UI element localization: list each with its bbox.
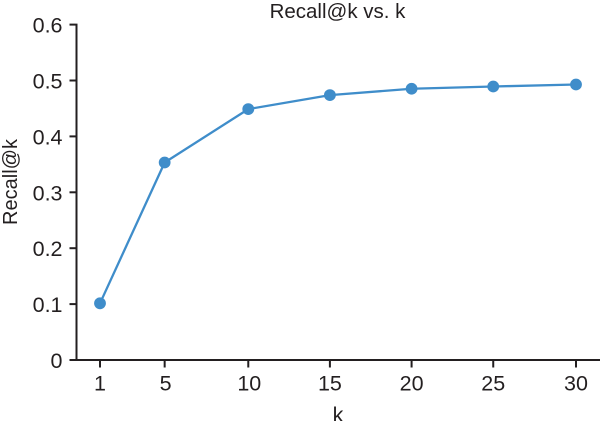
svg-text:25: 25 — [481, 371, 505, 395]
svg-text:15: 15 — [318, 371, 342, 395]
svg-text:20: 20 — [400, 371, 424, 395]
svg-text:30: 30 — [564, 371, 588, 395]
svg-text:0.2: 0.2 — [33, 237, 63, 261]
svg-text:0.4: 0.4 — [33, 125, 63, 149]
svg-text:0.6: 0.6 — [33, 14, 63, 38]
svg-text:k: k — [333, 403, 344, 421]
svg-text:Recall@k: Recall@k — [0, 138, 22, 225]
svg-text:0.5: 0.5 — [33, 70, 63, 94]
svg-text:0: 0 — [51, 349, 63, 373]
svg-text:5: 5 — [160, 371, 172, 395]
svg-text:0.3: 0.3 — [33, 181, 63, 205]
svg-text:0.1: 0.1 — [33, 293, 63, 317]
svg-text:Recall@k vs. k: Recall@k vs. k — [270, 0, 407, 23]
svg-text:10: 10 — [237, 371, 261, 395]
svg-text:1: 1 — [94, 371, 106, 395]
